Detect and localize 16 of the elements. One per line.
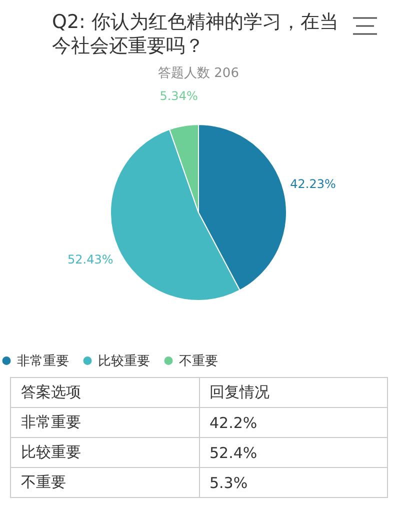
data-label: 5.34%: [160, 89, 198, 104]
text: 52.4%: [199, 438, 388, 468]
text: 答案选项: [10, 378, 199, 408]
legend-label: 比较重要: [98, 354, 150, 369]
category-label: 比较重要: [21, 443, 81, 461]
legend-label: 不重要: [179, 354, 218, 369]
chart-subtitle: 答题人数 206: [157, 65, 240, 82]
data-label: 42.23%: [290, 176, 336, 191]
text: 回复情况: [199, 378, 388, 408]
text: 5.3%: [199, 468, 388, 498]
legend-label: 非常重要: [17, 354, 69, 369]
category-label: 不重要: [21, 473, 66, 491]
data-label: 52.43%: [67, 252, 114, 267]
chart-title: Q2: 你认为红色精神的学习，在当今社会还重要吗？: [52, 10, 340, 58]
category-label: 非常重要: [21, 413, 81, 431]
text: 42.2%: [199, 408, 388, 438]
